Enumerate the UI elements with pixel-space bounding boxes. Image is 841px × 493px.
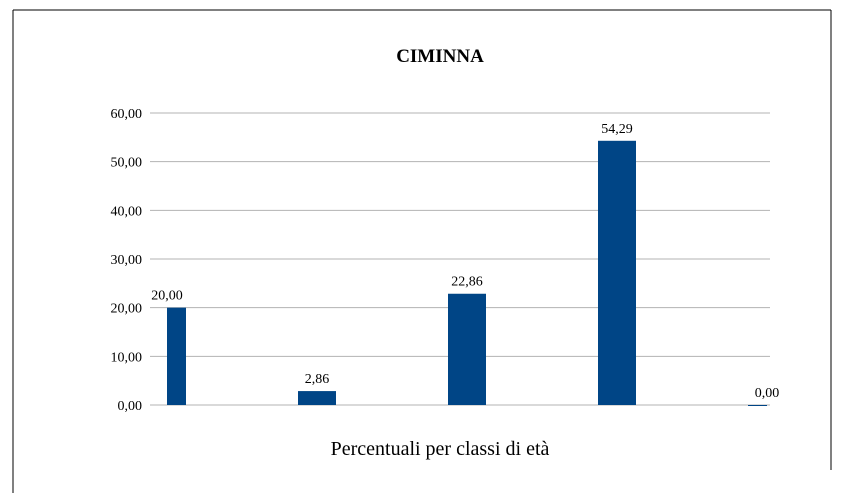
bar: [598, 140, 636, 405]
value-label: 54,29: [601, 122, 633, 137]
y-tick-label: 40,00: [111, 204, 143, 219]
value-label: 0,00: [755, 386, 780, 401]
bar: [167, 307, 186, 405]
value-label: 2,86: [305, 372, 330, 387]
y-tick-label: 30,00: [111, 253, 143, 268]
y-tick-label: 50,00: [111, 156, 143, 171]
bar: [448, 293, 486, 405]
bars: [167, 140, 767, 406]
chart-title: CIMINNA: [396, 46, 484, 67]
value-label: 20,00: [151, 289, 183, 304]
y-tick-label: 10,00: [111, 350, 143, 365]
bar: [298, 391, 336, 405]
y-tick-label: 60,00: [111, 107, 143, 122]
bar: [748, 405, 767, 406]
x-axis-label: Percentuali per classi di età: [331, 438, 550, 460]
y-tick-label: 20,00: [111, 302, 143, 317]
value-label: 22,86: [451, 275, 483, 290]
y-tick-label: 0,00: [118, 399, 143, 414]
labels: 0,00 10,00 20,00 30,00 40,00 50,00 60,00 20,00 2…: [111, 107, 780, 414]
